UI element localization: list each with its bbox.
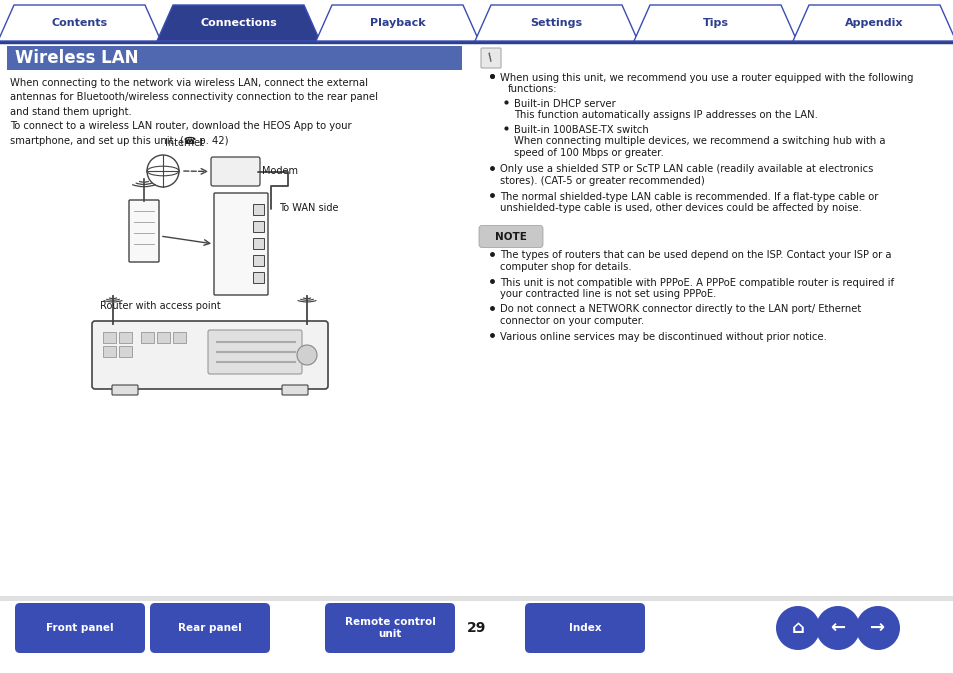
Text: speed of 100 Mbps or greater.: speed of 100 Mbps or greater.	[514, 148, 663, 158]
FancyBboxPatch shape	[253, 221, 264, 232]
Text: your contracted line is not set using PPPoE.: your contracted line is not set using PP…	[499, 289, 716, 299]
Text: To WAN side: To WAN side	[278, 203, 338, 213]
Text: Router with access point: Router with access point	[99, 301, 220, 311]
Circle shape	[296, 345, 316, 365]
Text: →: →	[869, 619, 884, 637]
Text: Playback: Playback	[370, 18, 425, 28]
Circle shape	[815, 606, 859, 650]
Text: This function automatically assigns IP addresses on the LAN.: This function automatically assigns IP a…	[514, 110, 817, 120]
Text: 29: 29	[467, 621, 486, 635]
Text: Contents: Contents	[51, 18, 108, 28]
FancyBboxPatch shape	[282, 385, 308, 395]
Text: When using this unit, we recommend you use a router equipped with the following: When using this unit, we recommend you u…	[499, 73, 913, 83]
Text: functions:: functions:	[507, 85, 557, 94]
Text: Do not connect a NETWORK connector directly to the LAN port/ Ethernet: Do not connect a NETWORK connector direc…	[499, 304, 861, 314]
Polygon shape	[315, 5, 478, 41]
FancyBboxPatch shape	[253, 272, 264, 283]
Text: Wireless LAN: Wireless LAN	[15, 49, 138, 67]
Text: Remote control
unit: Remote control unit	[344, 616, 435, 639]
FancyBboxPatch shape	[253, 238, 264, 249]
FancyBboxPatch shape	[524, 603, 644, 653]
FancyBboxPatch shape	[208, 330, 302, 374]
Polygon shape	[157, 5, 319, 41]
Text: The types of routers that can be used depend on the ISP. Contact your ISP or a: The types of routers that can be used de…	[499, 250, 890, 260]
Text: stores). (CAT-5 or greater recommended): stores). (CAT-5 or greater recommended)	[499, 176, 704, 186]
Polygon shape	[634, 5, 796, 41]
Polygon shape	[792, 5, 953, 41]
FancyBboxPatch shape	[119, 346, 132, 357]
Text: ⌂: ⌂	[791, 619, 803, 637]
FancyBboxPatch shape	[15, 603, 145, 653]
FancyBboxPatch shape	[172, 332, 186, 343]
FancyBboxPatch shape	[253, 204, 264, 215]
Text: Internet: Internet	[165, 138, 204, 148]
FancyBboxPatch shape	[253, 255, 264, 266]
Text: Appendix: Appendix	[844, 18, 902, 28]
Polygon shape	[475, 5, 638, 41]
FancyBboxPatch shape	[7, 46, 461, 70]
FancyBboxPatch shape	[119, 332, 132, 343]
FancyBboxPatch shape	[91, 321, 328, 389]
Text: Various online services may be discontinued without prior notice.: Various online services may be discontin…	[499, 332, 826, 341]
FancyBboxPatch shape	[150, 603, 270, 653]
FancyBboxPatch shape	[211, 157, 260, 186]
Text: NOTE: NOTE	[495, 232, 526, 242]
FancyBboxPatch shape	[112, 385, 138, 395]
Text: When connecting to the network via wireless LAN, connect the external
antennas f: When connecting to the network via wirel…	[10, 78, 377, 145]
Text: unshielded-type cable is used, other devices could be affected by noise.: unshielded-type cable is used, other dev…	[499, 203, 861, 213]
FancyBboxPatch shape	[103, 346, 116, 357]
FancyBboxPatch shape	[103, 332, 116, 343]
FancyBboxPatch shape	[213, 193, 268, 295]
Text: Tips: Tips	[701, 18, 728, 28]
Text: This unit is not compatible with PPPoE. A PPPoE compatible router is required if: This unit is not compatible with PPPoE. …	[499, 277, 893, 287]
Text: Settings: Settings	[530, 18, 582, 28]
Text: Built-in DHCP server: Built-in DHCP server	[514, 99, 615, 109]
Text: When connecting multiple devices, we recommend a switching hub with a: When connecting multiple devices, we rec…	[514, 137, 884, 147]
FancyBboxPatch shape	[480, 48, 500, 68]
Text: Rear panel: Rear panel	[178, 623, 242, 633]
FancyBboxPatch shape	[157, 332, 170, 343]
Text: Modem: Modem	[262, 166, 297, 176]
Text: connector on your computer.: connector on your computer.	[499, 316, 643, 326]
Text: Index: Index	[568, 623, 600, 633]
Text: computer shop for details.: computer shop for details.	[499, 262, 631, 272]
Text: Front panel: Front panel	[46, 623, 113, 633]
Text: ←: ←	[829, 619, 844, 637]
Circle shape	[775, 606, 820, 650]
Text: Connections: Connections	[200, 18, 276, 28]
FancyBboxPatch shape	[478, 225, 542, 248]
FancyBboxPatch shape	[325, 603, 455, 653]
Circle shape	[855, 606, 899, 650]
Text: /: /	[486, 52, 495, 63]
Text: The normal shielded-type LAN cable is recommended. If a flat-type cable or: The normal shielded-type LAN cable is re…	[499, 192, 878, 201]
Polygon shape	[0, 5, 161, 41]
FancyBboxPatch shape	[129, 200, 159, 262]
Text: Built-in 100BASE-TX switch: Built-in 100BASE-TX switch	[514, 125, 648, 135]
Bar	[0, 596, 953, 601]
FancyBboxPatch shape	[141, 332, 153, 343]
Text: Only use a shielded STP or ScTP LAN cable (readily available at electronics: Only use a shielded STP or ScTP LAN cabl…	[499, 164, 872, 174]
